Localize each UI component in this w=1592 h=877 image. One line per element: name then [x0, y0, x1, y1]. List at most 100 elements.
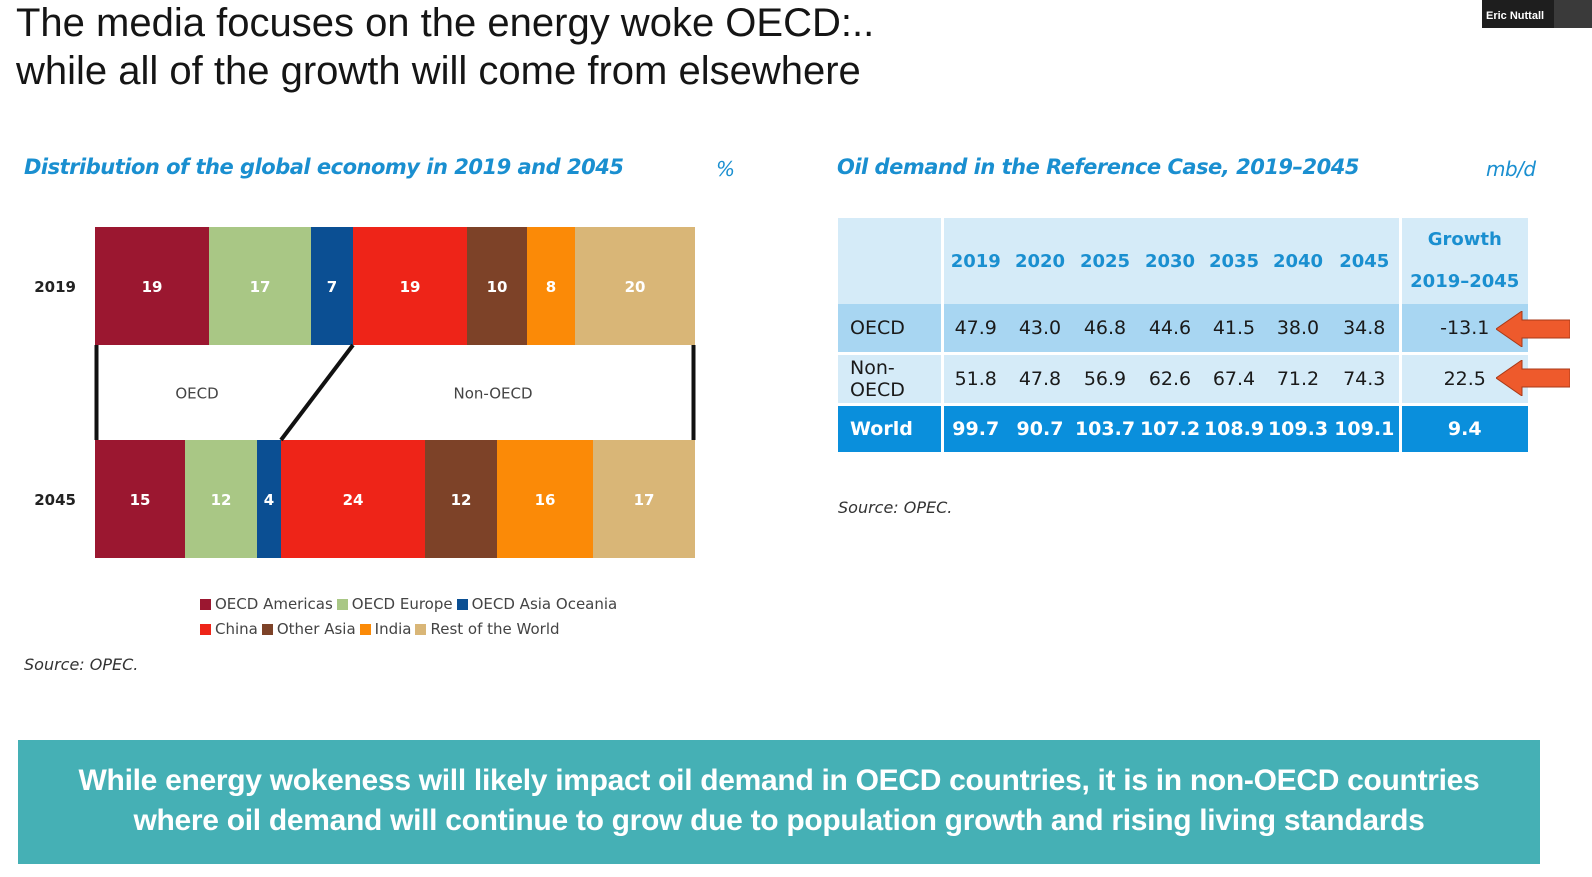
legend-swatch	[336, 599, 348, 610]
oil-demand-table-title: Oil demand in the Reference Case, 2019–2…	[837, 155, 1360, 179]
row-label: OECD	[838, 304, 944, 355]
bar-segment	[257, 440, 281, 558]
table-header-year: 2020	[1008, 218, 1072, 304]
table-header-year: 2030	[1138, 218, 1202, 304]
bar-segment	[95, 227, 209, 345]
table-header-year: 2040	[1266, 218, 1330, 304]
bar-value-label: 20	[625, 278, 646, 296]
table-row-non-oecd: Non-OECD 51.8 47.8 56.9 62.6 67.4 71.2 7…	[838, 353, 1528, 406]
economy-chart-legend: OECD Americas OECD Europe OECD Asia Oceani…	[200, 592, 630, 642]
table-cell: 44.6	[1138, 304, 1202, 355]
table-cell: 62.6	[1138, 353, 1202, 406]
bar-value-label: 7	[327, 278, 337, 296]
legend-item: India	[359, 617, 412, 642]
bar-value-label: 15	[130, 491, 151, 509]
legend-item: China	[200, 617, 258, 642]
group-label-non-oecd: Non-OECD	[453, 385, 532, 403]
table-cell: 109.3	[1266, 404, 1330, 452]
table-cell: 109.1	[1330, 404, 1402, 452]
table-cell: 108.9	[1202, 404, 1266, 452]
legend-label: India	[374, 620, 412, 638]
bar-value-label: 19	[142, 278, 163, 296]
year-label: 2019	[34, 278, 76, 296]
table-header-year: 2045	[1330, 218, 1402, 304]
legend-label: Rest of the World	[430, 620, 560, 638]
growth-header-line-2: 2019–2045	[1410, 271, 1520, 292]
legend-swatch	[456, 599, 468, 610]
legend-label: OECD Asia Oceania	[471, 595, 618, 613]
economy-chart-source: Source: OPEC.	[24, 655, 139, 674]
slide-title-line-1: The media focuses on the energy woke OEC…	[16, 1, 875, 45]
left-arrow-icon	[1496, 311, 1570, 347]
table-cell: 74.3	[1330, 353, 1402, 406]
legend-item: OECD Europe	[336, 592, 453, 617]
table-header-year: 2025	[1072, 218, 1138, 304]
table-cell: 41.5	[1202, 304, 1266, 355]
table-header-year: 2035	[1202, 218, 1266, 304]
table-header-empty	[838, 218, 944, 304]
bar-segment	[209, 227, 311, 345]
economy-chart-unit: %	[716, 157, 735, 181]
bar-value-label: 12	[211, 491, 232, 509]
table-header-row: 2019 2020 2025 2030 2035 2040 2045 Growt…	[838, 218, 1528, 304]
table-cell: 51.8	[942, 353, 1008, 406]
banner-line-1: While energy wokeness will likely impact…	[78, 764, 1480, 797]
group-label-oecd: OECD	[175, 385, 218, 403]
oil-demand-table-unit: mb/d	[1486, 157, 1536, 181]
bar-value-label: 8	[546, 278, 556, 296]
table-cell: 38.0	[1266, 304, 1330, 355]
legend-swatch	[261, 624, 273, 635]
oil-table-source: Source: OPEC.	[838, 498, 953, 517]
presenter-avatar	[1554, 0, 1592, 28]
bar-value-label: 24	[343, 491, 364, 509]
table-cell: 90.7	[1008, 404, 1072, 452]
left-arrow-icon	[1496, 360, 1570, 396]
table-cell: 71.2	[1266, 353, 1330, 406]
bar-value-label: 16	[535, 491, 556, 509]
legend-label: Other Asia	[276, 620, 356, 638]
legend-label: OECD Americas	[215, 595, 333, 613]
table-header-growth: Growth 2019–2045	[1400, 218, 1528, 304]
growth-header-line-1: Growth	[1427, 229, 1502, 250]
oecd-split-line	[279, 343, 355, 442]
table-cell: 46.8	[1072, 304, 1138, 355]
bar-segment	[497, 440, 593, 558]
table-cell: 43.0	[1008, 304, 1072, 355]
legend-label: China	[215, 620, 258, 638]
table-cell: 67.4	[1202, 353, 1266, 406]
legend-swatch	[415, 624, 427, 635]
year-label: 2045	[34, 491, 76, 509]
table-header-year: 2019	[942, 218, 1008, 304]
row-label: Non-OECD	[838, 353, 944, 406]
legend-item: Other Asia	[261, 617, 356, 642]
table-cell: 47.8	[1008, 353, 1072, 406]
growth-cell: 22.5	[1400, 353, 1528, 406]
legend-label: OECD Europe	[351, 595, 453, 613]
bar-segment	[353, 227, 467, 345]
bar-value-label: 10	[487, 278, 508, 296]
legend-item: OECD Asia Oceania	[456, 592, 618, 617]
economy-chart-title: Distribution of the global economy in 20…	[24, 155, 624, 179]
table-cell: 34.8	[1330, 304, 1402, 355]
bar-segment	[593, 440, 695, 558]
presenter-name: Eric Nuttall	[1486, 10, 1545, 22]
table-row-oecd: OECD 47.9 43.0 46.8 44.6 41.5 38.0 34.8 …	[838, 304, 1528, 355]
table-cell: 47.9	[942, 304, 1008, 355]
bar-segment	[185, 440, 257, 558]
presenter-video-thumbnail[interactable]: Eric Nuttall	[1482, 0, 1592, 28]
legend-swatch	[200, 624, 211, 635]
bar-value-label: 17	[250, 278, 271, 296]
row-label: World	[838, 404, 944, 452]
economy-stacked-bar-chart: 2019 19 17 7 19 10 8 20 2045 15 12 4 24 12 16 17 OECD Non…	[34, 227, 696, 558]
bar-segment	[527, 227, 575, 345]
legend-swatch	[200, 599, 211, 610]
summary-banner: While energy wokeness will likely impact…	[18, 740, 1540, 864]
bar-segment	[95, 440, 185, 558]
table-cell: 107.2	[1138, 404, 1202, 452]
bar-value-label: 12	[451, 491, 472, 509]
oil-demand-table: 2019 2020 2025 2030 2035 2040 2045 Growt…	[838, 218, 1528, 452]
legend-item: OECD Americas	[200, 592, 333, 617]
bar-segment	[467, 227, 527, 345]
legend-item: Rest of the World	[415, 617, 560, 642]
table-cell: 103.7	[1072, 404, 1138, 452]
